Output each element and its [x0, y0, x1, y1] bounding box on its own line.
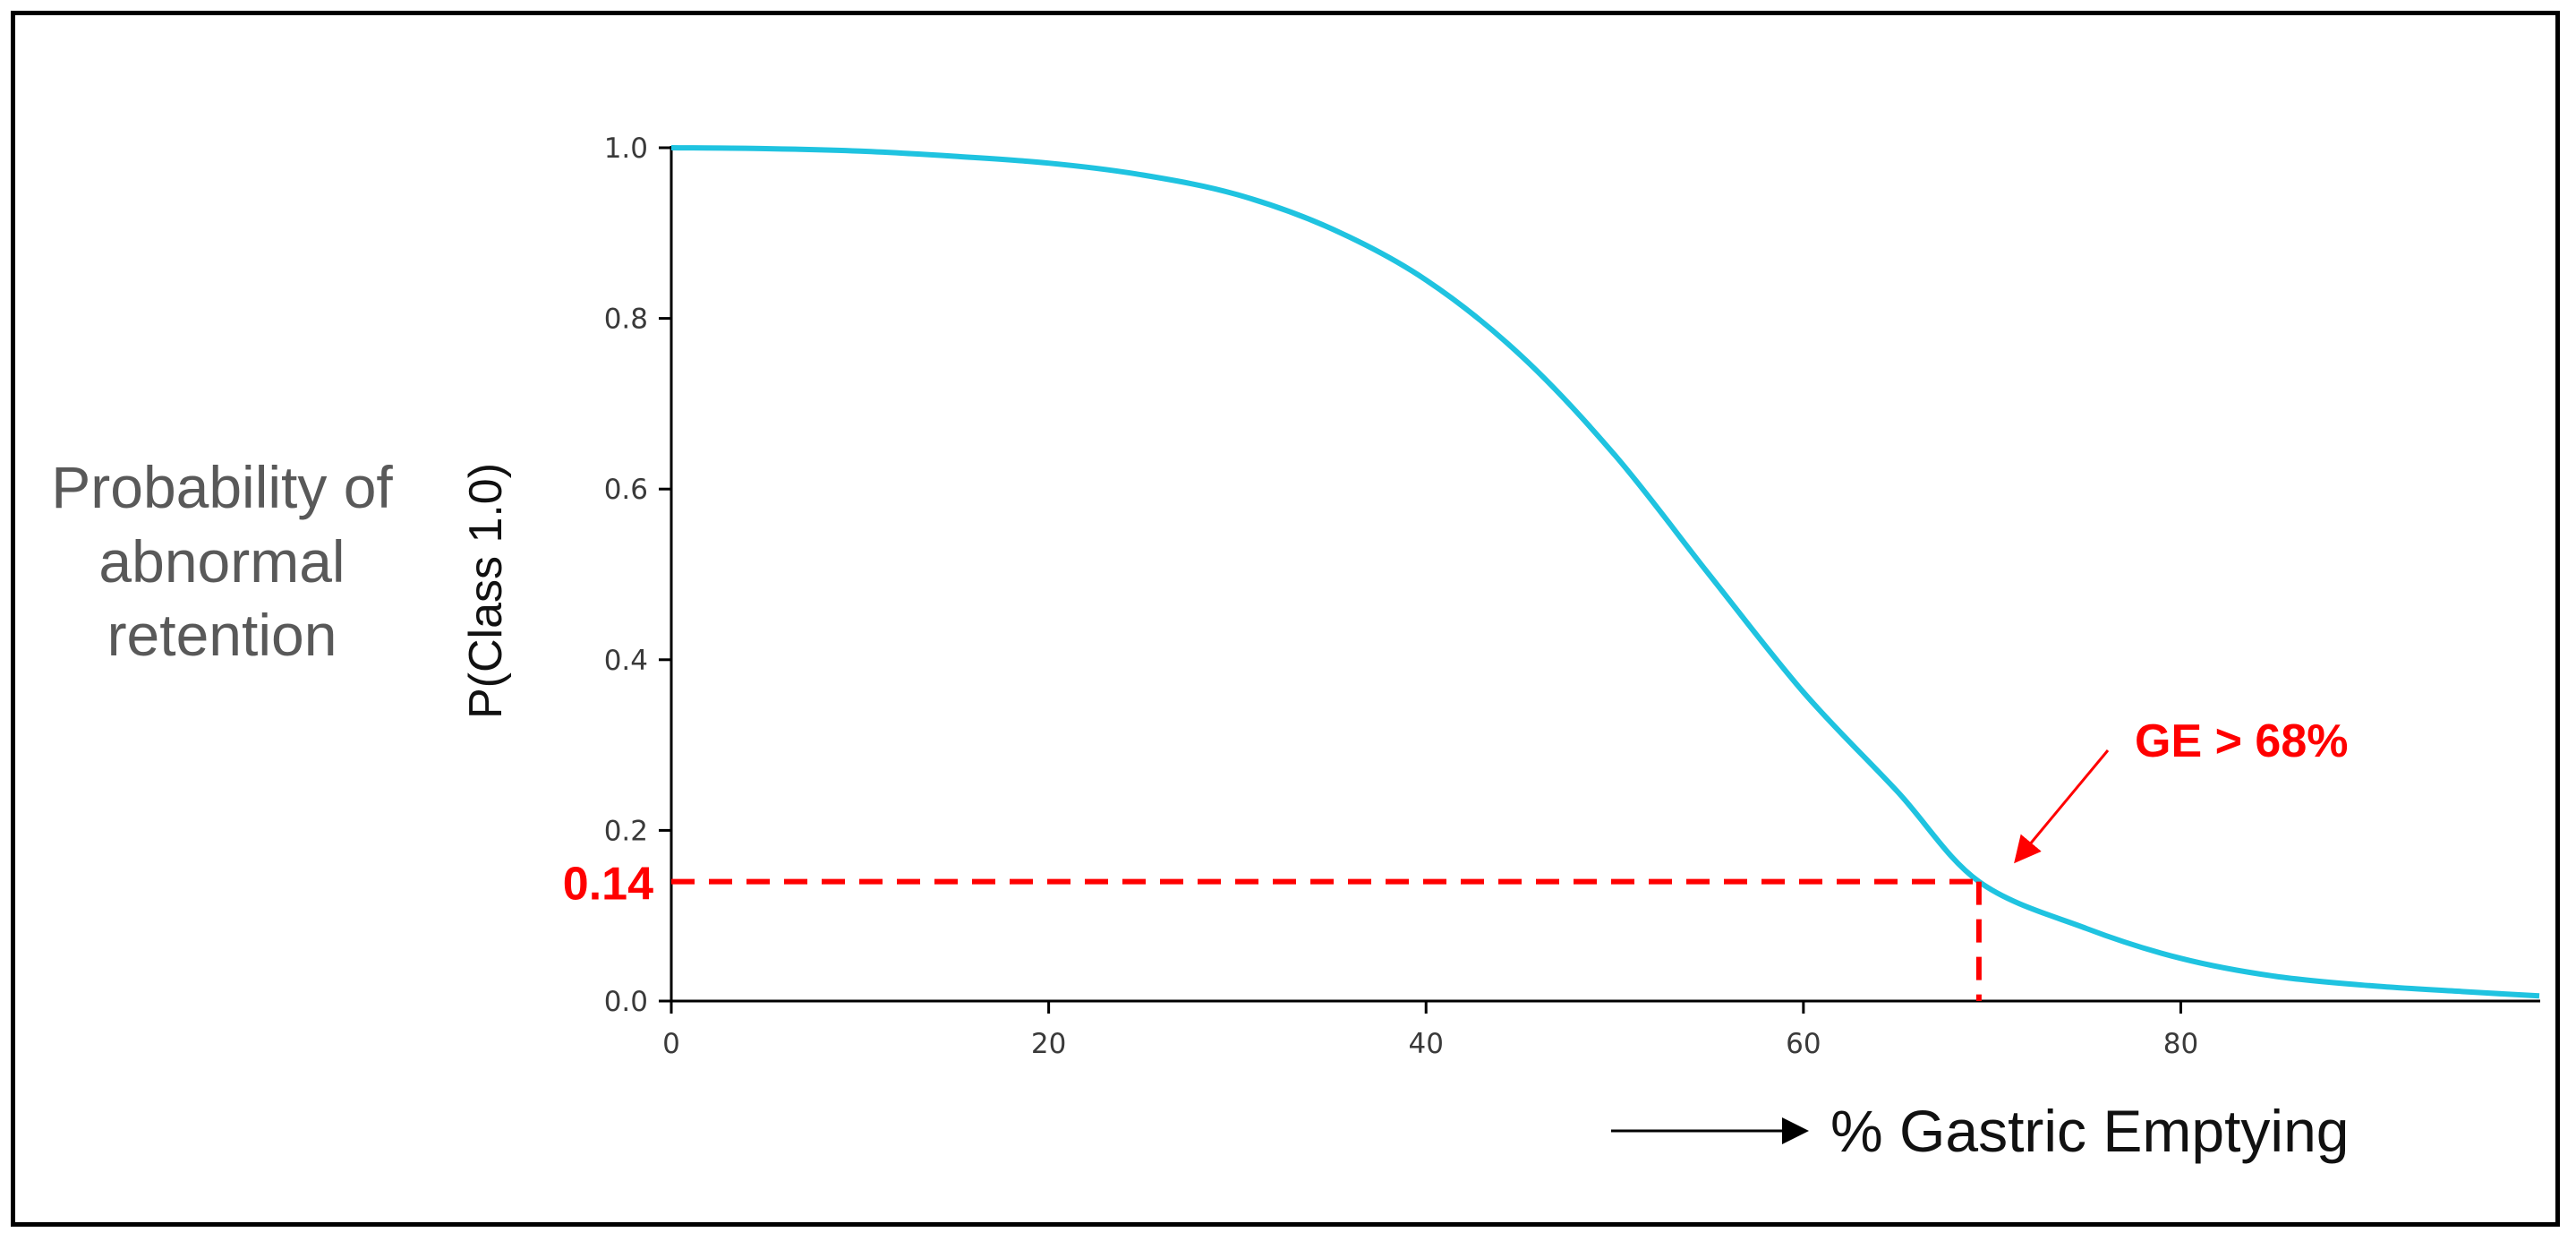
x-tick-label: 40 — [1409, 1028, 1444, 1060]
series-line-0 — [670, 145, 2540, 999]
x-tick-label: 60 — [1786, 1028, 1821, 1060]
x-ticks: 0 20 40 60 80 — [662, 1001, 2198, 1060]
y-tick-label: 0.2 — [604, 815, 648, 847]
side-label-line-2: abnormal — [98, 528, 345, 595]
side-label-line-3: retention — [107, 602, 337, 668]
y-tick-label: 0.6 — [604, 474, 648, 506]
arrow-annotation-pointer — [2014, 749, 2110, 864]
y-tick-label: 0.8 — [604, 304, 648, 336]
x-tick-label: 0 — [662, 1028, 680, 1060]
x-axis-label: % Gastric Emptying — [1830, 1098, 2350, 1164]
y-axis-label: P(Class 1.0) — [460, 463, 512, 719]
threshold-value-label: 0.14 — [563, 859, 653, 911]
y-ticks: 0.0 0.2 0.4 0.6 0.8 1.0 — [604, 133, 671, 1018]
x-tick-label: 80 — [2163, 1028, 2198, 1060]
figure-frame — [11, 11, 2560, 1227]
y-tick-label: 0.4 — [604, 645, 648, 677]
y-tick-label: 1.0 — [604, 133, 648, 165]
side-label-line-1: Probability of — [51, 454, 393, 520]
x-tick-label: 20 — [1031, 1028, 1066, 1060]
arrow-annotation-label: GE > 68% — [2135, 715, 2348, 767]
y-tick-label: 0.0 — [604, 986, 648, 1018]
